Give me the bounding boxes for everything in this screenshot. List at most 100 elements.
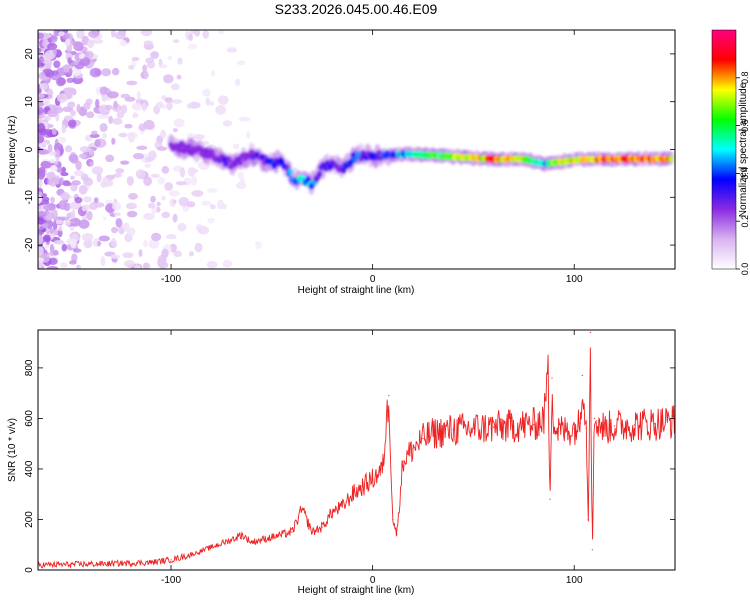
colorbar-label: Normalized spectral amplitude bbox=[738, 82, 749, 217]
noise-blob bbox=[217, 95, 229, 106]
colorbar: 0.0 0.2 0.4 0.6 0.8 Normalized spectral ampl… bbox=[711, 29, 750, 275]
noise-blob bbox=[55, 149, 61, 157]
noise-blob bbox=[131, 56, 140, 62]
noise-blob bbox=[170, 99, 183, 104]
noise-blob bbox=[115, 168, 125, 174]
noise-blob bbox=[157, 176, 166, 185]
noise-blob bbox=[58, 31, 65, 37]
snr-point bbox=[553, 427, 555, 430]
noise-blob bbox=[47, 144, 53, 153]
snr-series bbox=[38, 331, 675, 569]
snr-point bbox=[412, 448, 414, 450]
noise-blob bbox=[60, 172, 69, 177]
noise-blob bbox=[215, 104, 226, 115]
ridge-core bbox=[287, 168, 293, 176]
noise-blob bbox=[119, 39, 128, 47]
noise-blob bbox=[190, 175, 198, 186]
noise-blob bbox=[38, 32, 45, 40]
noise-blob bbox=[107, 91, 119, 99]
ridge-core bbox=[186, 143, 192, 150]
spectrogram-x-label: Height of straight line (km) bbox=[298, 285, 415, 296]
x-tick-label: 100 bbox=[566, 274, 583, 285]
noise-blob bbox=[86, 39, 95, 49]
snr-point bbox=[361, 486, 364, 488]
snr-point bbox=[432, 432, 434, 435]
noise-blob bbox=[173, 250, 183, 258]
noise-blob bbox=[38, 58, 42, 68]
snr-point bbox=[422, 438, 424, 440]
ridge-core bbox=[176, 146, 182, 154]
noise-blob bbox=[188, 251, 195, 257]
noise-blob bbox=[126, 175, 134, 186]
noise-blob bbox=[85, 111, 95, 119]
noise-blob bbox=[94, 139, 101, 147]
snr-point bbox=[581, 374, 583, 377]
noise-blob bbox=[82, 176, 90, 182]
spectrogram-y-ticks: -20 -10 0 10 20 bbox=[24, 48, 675, 252]
noise-blob bbox=[122, 252, 134, 259]
snr-y-label: SNR (10 * v/v) bbox=[7, 418, 18, 482]
noise-blob bbox=[69, 201, 82, 210]
noise-blob bbox=[102, 133, 108, 139]
noise-blob bbox=[150, 232, 162, 242]
noise-blob bbox=[126, 227, 136, 237]
noise-blob bbox=[52, 106, 64, 114]
noise-blob bbox=[86, 210, 93, 221]
noise-blob bbox=[157, 257, 166, 268]
noise-blob bbox=[173, 118, 185, 128]
ridge-core bbox=[324, 159, 331, 167]
noise-blob bbox=[38, 123, 46, 133]
noise-blob bbox=[143, 239, 149, 248]
noise-blob bbox=[49, 243, 55, 254]
noise-blob bbox=[38, 246, 44, 256]
noise-blob bbox=[217, 30, 225, 35]
noise-blob bbox=[71, 180, 81, 186]
noise-blob bbox=[38, 101, 44, 107]
noise-blob bbox=[124, 123, 133, 129]
snr-point bbox=[513, 425, 515, 427]
ridge-core bbox=[316, 170, 323, 178]
colorbar-strip bbox=[711, 29, 737, 270]
noise-blob bbox=[72, 41, 79, 47]
noise-blob bbox=[83, 238, 93, 249]
noise-blob bbox=[70, 209, 76, 220]
noise-blob bbox=[40, 160, 51, 169]
snr-point bbox=[392, 518, 394, 521]
noise-blob bbox=[47, 123, 54, 128]
noise-blob bbox=[161, 195, 166, 201]
noise-blob bbox=[78, 153, 87, 159]
snr-point bbox=[593, 417, 595, 420]
noise-blob bbox=[101, 176, 110, 186]
noise-blob bbox=[64, 33, 71, 39]
noise-blob bbox=[108, 115, 114, 125]
noise-blob bbox=[51, 70, 59, 76]
noise-blob bbox=[110, 254, 121, 259]
noise-blob bbox=[116, 111, 125, 119]
noise-blob bbox=[138, 249, 143, 257]
noise-blob bbox=[207, 187, 218, 193]
snr-background bbox=[38, 330, 675, 570]
noise-blob bbox=[176, 74, 182, 80]
snr-point bbox=[452, 429, 454, 431]
noise-blob bbox=[70, 239, 77, 249]
noise-blob bbox=[38, 152, 41, 158]
noise-blob bbox=[123, 260, 135, 268]
snr-point bbox=[291, 531, 293, 533]
noise-blob bbox=[161, 95, 166, 100]
noise-blob bbox=[202, 140, 210, 146]
snr-y-ticks: 0 200 400 600 800 bbox=[24, 359, 675, 573]
snr-point bbox=[190, 554, 192, 556]
noise-blob bbox=[38, 134, 45, 144]
y-tick-label: 200 bbox=[24, 511, 35, 528]
noise-blob bbox=[89, 133, 100, 138]
noise-blob bbox=[96, 114, 109, 119]
noise-blob bbox=[58, 199, 67, 210]
noise-blob bbox=[135, 169, 146, 180]
noise-blob bbox=[63, 64, 70, 73]
snr-point bbox=[563, 430, 565, 432]
noise-blob bbox=[42, 68, 52, 74]
figure-title: S233.2026.045.00.46.E09 bbox=[275, 1, 438, 17]
snr-point bbox=[321, 526, 323, 528]
noise-blob bbox=[138, 123, 147, 131]
